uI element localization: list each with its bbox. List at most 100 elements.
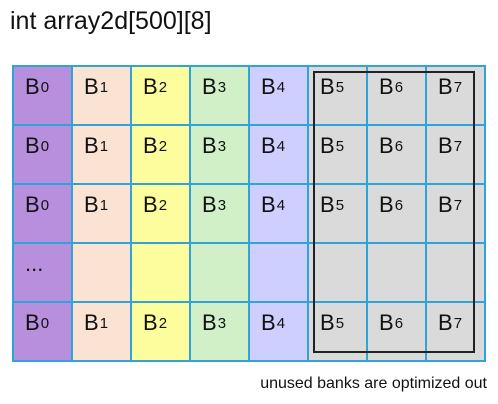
bank-index: 2 [158,315,168,332]
bank-index: 0 [40,197,50,214]
bank-label: B [320,133,335,158]
bank-label: B [438,74,453,99]
bank-index: 3 [217,315,227,332]
bank-label: B [143,133,158,158]
bank-label: B [261,133,276,158]
bank-label: B [202,310,217,335]
bank-label: B [202,133,217,158]
bank-label: B [320,192,335,217]
bank-index: 0 [40,138,50,155]
bank-index: 4 [276,315,286,332]
bank-label: B [143,310,158,335]
bank-label: B [261,192,276,217]
bank-index: 7 [453,315,463,332]
bank-index: 2 [158,138,168,155]
bank-label: B [25,74,40,99]
bank-index: 6 [394,79,404,96]
bank-label: B [261,74,276,99]
bank-index: 2 [158,79,168,96]
bank-index: 4 [276,138,286,155]
bank-label: B [438,133,453,158]
bank-index: 1 [99,315,109,332]
bank-label: B [320,310,335,335]
bank-index: 4 [276,79,286,96]
bank-label: B [261,310,276,335]
bank-index: 0 [40,79,50,96]
bank-label: B [143,192,158,217]
bank-label: B [438,310,453,335]
bank-index: 2 [158,197,168,214]
bank-index: 3 [217,138,227,155]
ellipsis-label: ... [25,251,44,276]
bank-index: 6 [394,197,404,214]
bank-cell-r3-b5 [309,244,368,303]
bank-label: B [25,310,40,335]
bank-label: B [25,133,40,158]
bank-label: B [84,74,99,99]
bank-cell-r3-b2 [132,244,191,303]
bank-label: B [320,74,335,99]
bank-label: B [379,310,394,335]
bank-cell-r3-b3 [191,244,250,303]
bank-label: B [202,74,217,99]
bank-index: 5 [335,197,345,214]
unused-banks-note: unused banks are optimized out [260,375,487,392]
bank-cell-r3-b1 [73,244,132,303]
bank-index: 6 [394,138,404,155]
bank-cell-r3-b6 [368,244,427,303]
bank-label: B [379,74,394,99]
bank-index: 1 [99,138,109,155]
bank-index: 3 [217,197,227,214]
bank-index: 1 [99,79,109,96]
bank-index: 7 [453,79,463,96]
diagram-title: int array2d[500][8] [10,7,212,35]
bank-cell-r3-b7 [427,244,486,303]
bank-label: B [84,310,99,335]
bank-label: B [25,192,40,217]
bank-cell-r3-b4 [250,244,309,303]
bank-label: B [438,192,453,217]
bank-index: 3 [217,79,227,96]
bank-index: 5 [335,138,345,155]
bank-label: B [84,192,99,217]
bank-index: 0 [40,315,50,332]
bank-index: 5 [335,79,345,96]
bank-label: B [84,133,99,158]
bank-label: B [379,192,394,217]
bank-index: 7 [453,138,463,155]
bank-index: 4 [276,197,286,214]
bank-cell-r3-b0: ... [14,244,73,303]
bank-index: 1 [99,197,109,214]
